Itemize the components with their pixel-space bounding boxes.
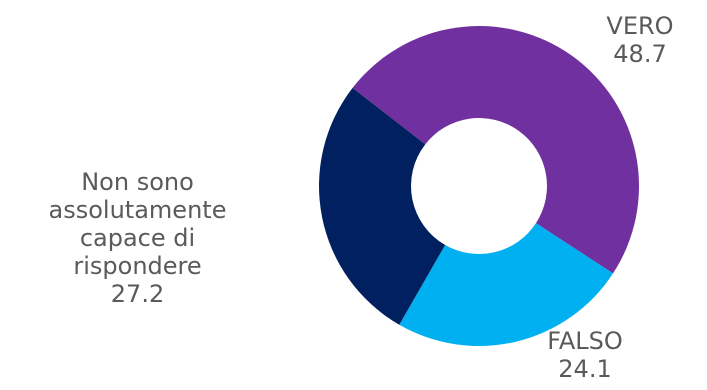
label-non-sono-line3: capace di: [79, 224, 196, 252]
label-vero: VERO 48.7: [600, 12, 680, 68]
label-non-sono: Non sono assolutamente capace di rispond…: [10, 168, 265, 308]
label-non-sono-line4: rispondere: [73, 252, 202, 280]
label-non-sono-value: 27.2: [110, 280, 165, 308]
slice-1: [399, 223, 614, 347]
label-vero-value: 48.7: [613, 40, 667, 68]
label-falso-value: 24.1: [558, 355, 612, 383]
slice-0: [352, 25, 640, 274]
label-non-sono-line1: Non sono: [81, 168, 194, 196]
label-non-sono-line2: assolutamente: [48, 196, 227, 224]
label-falso: FALSO 24.1: [535, 327, 635, 383]
label-falso-name: FALSO: [547, 327, 623, 355]
slice-2: [319, 87, 446, 325]
label-vero-name: VERO: [606, 12, 674, 40]
